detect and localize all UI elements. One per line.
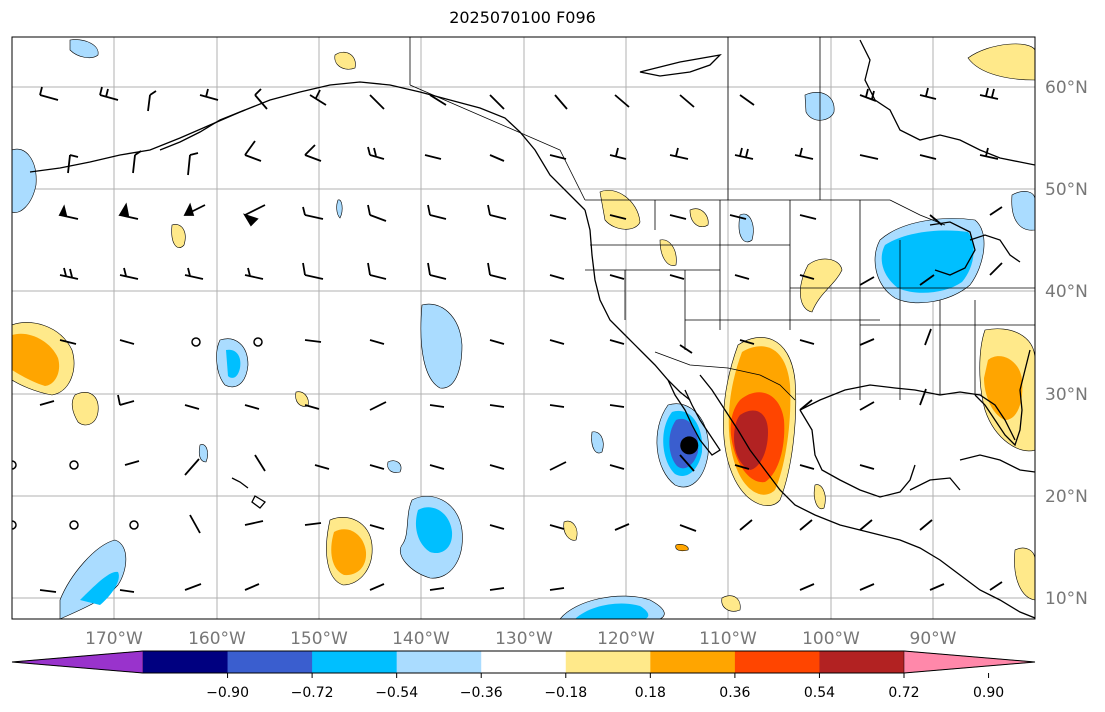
map-title: 2025070100 F096 (449, 8, 596, 27)
map-frame (11, 36, 1036, 620)
colorbar-tick-label: −0.72 (291, 685, 334, 701)
lon-label: 120°W (597, 629, 655, 649)
lat-label: 10°N (1045, 589, 1088, 609)
location-marker (680, 436, 699, 455)
colorbar-segment (650, 651, 736, 673)
colorbar-segment (227, 651, 313, 673)
lon-label: 140°W (392, 629, 450, 649)
lon-label: 160°W (188, 629, 246, 649)
colorbar-segment (396, 651, 482, 673)
graticule (12, 37, 1035, 619)
lat-label: 50°N (1045, 180, 1088, 200)
colorbar-tick-label: 0.36 (719, 685, 750, 701)
longitude-labels: 170°W 160°W 150°W 140°W 130°W 120°W 110°… (85, 629, 957, 649)
colorbar-segment (312, 651, 398, 673)
colorbar-tick-label: 0.90 (973, 685, 1004, 701)
colorbar-segment (819, 651, 905, 673)
borders (409, 37, 1035, 401)
lon-label: 100°W (802, 629, 860, 649)
lat-label: 40°N (1045, 282, 1088, 302)
lon-label: 170°W (85, 629, 143, 649)
colorbar-segment (734, 651, 820, 673)
colorbar-outline (11, 650, 1036, 674)
wind-barbs (12, 86, 1003, 593)
lon-label: 90°W (910, 629, 957, 649)
colorbar-tick-label: −0.18 (544, 685, 587, 701)
colorbar-tick-label: −0.36 (460, 685, 503, 701)
lon-label: 110°W (699, 629, 757, 649)
anomaly-contours (12, 39, 1035, 619)
colorbar-extend-high (903, 650, 1036, 674)
colorbar-segment (565, 651, 651, 673)
colorbar-tick-label: 0.54 (804, 685, 835, 701)
colorbar-tick-label: −0.54 (375, 685, 418, 701)
colorbar-tick-label: −0.90 (206, 685, 249, 701)
colorbar: −0.90 −0.72 −0.54 −0.36 −0.18 0.18 0.36 0.54 0.7… (11, 650, 1036, 701)
lat-label: 30°N (1045, 385, 1088, 405)
colorbar-tick-label: 0.18 (635, 685, 666, 701)
lon-label: 150°W (290, 629, 348, 649)
colorbar-segment (143, 651, 229, 673)
lon-label: 130°W (495, 629, 553, 649)
lat-label: 20°N (1045, 487, 1088, 507)
coastlines (29, 39, 1035, 619)
colorbar-segment (481, 651, 567, 673)
colorbar-tick-label: 0.72 (888, 685, 919, 701)
lat-label: 60°N (1045, 78, 1088, 98)
colorbar-extend-low (11, 650, 144, 674)
latitude-labels: 60°N 50°N 40°N 30°N 20°N 10°N (1045, 78, 1088, 609)
